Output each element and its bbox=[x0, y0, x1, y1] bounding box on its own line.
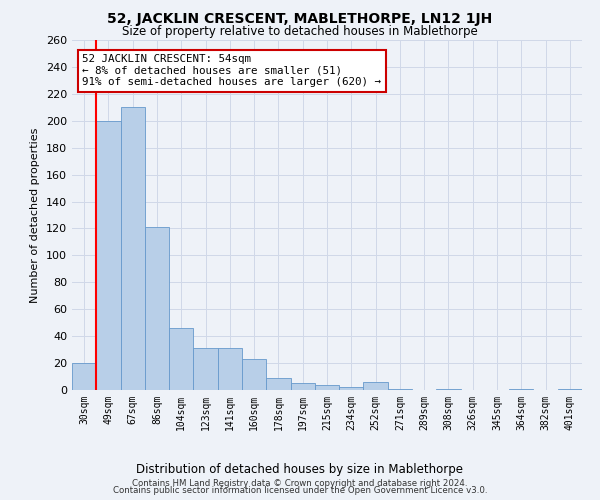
Bar bbox=[193, 348, 218, 390]
Bar bbox=[290, 384, 315, 390]
Bar bbox=[218, 348, 242, 390]
Y-axis label: Number of detached properties: Number of detached properties bbox=[31, 128, 40, 302]
Text: Contains public sector information licensed under the Open Government Licence v3: Contains public sector information licen… bbox=[113, 486, 487, 495]
Bar bbox=[388, 388, 412, 390]
Bar bbox=[364, 382, 388, 390]
Bar bbox=[339, 388, 364, 390]
Bar bbox=[121, 108, 145, 390]
Bar bbox=[436, 388, 461, 390]
Text: Contains HM Land Registry data © Crown copyright and database right 2024.: Contains HM Land Registry data © Crown c… bbox=[132, 478, 468, 488]
Bar bbox=[145, 227, 169, 390]
Text: 52 JACKLIN CRESCENT: 54sqm
← 8% of detached houses are smaller (51)
91% of semi-: 52 JACKLIN CRESCENT: 54sqm ← 8% of detac… bbox=[82, 54, 381, 87]
Text: Distribution of detached houses by size in Mablethorpe: Distribution of detached houses by size … bbox=[137, 462, 464, 475]
Text: Size of property relative to detached houses in Mablethorpe: Size of property relative to detached ho… bbox=[122, 25, 478, 38]
Bar bbox=[96, 121, 121, 390]
Bar bbox=[558, 388, 582, 390]
Bar bbox=[315, 384, 339, 390]
Bar bbox=[266, 378, 290, 390]
Bar bbox=[72, 363, 96, 390]
Text: 52, JACKLIN CRESCENT, MABLETHORPE, LN12 1JH: 52, JACKLIN CRESCENT, MABLETHORPE, LN12 … bbox=[107, 12, 493, 26]
Bar bbox=[169, 328, 193, 390]
Bar bbox=[509, 388, 533, 390]
Bar bbox=[242, 359, 266, 390]
